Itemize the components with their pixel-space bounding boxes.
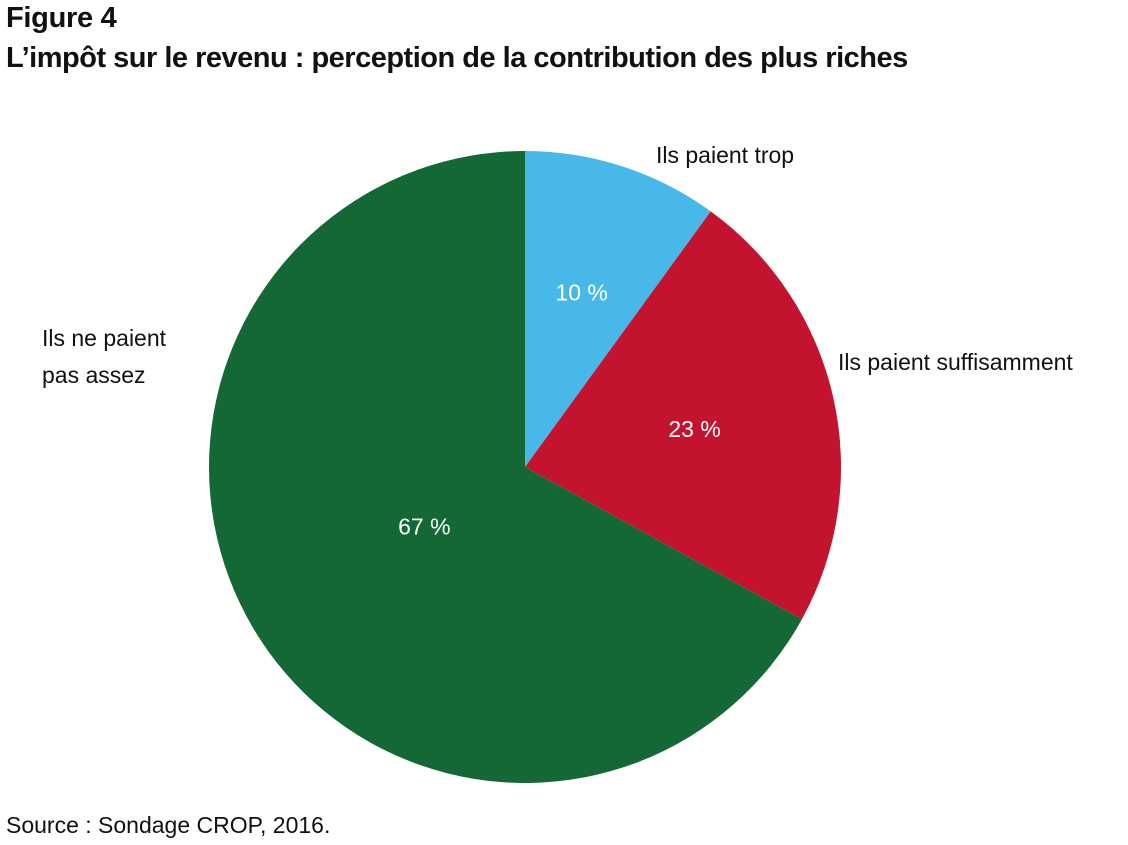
chart-title: L’impôt sur le revenu : perception de la… — [6, 42, 908, 74]
figure-label: Figure 4 — [6, 2, 117, 34]
slice-category-label-line-1: Ils ne paient — [42, 325, 167, 351]
slice-category-label-line-2: pas assez — [42, 362, 146, 388]
slice-value-label-2: 23 % — [668, 416, 720, 442]
pie-value-labels: 10 % 23 % 67 % — [398, 280, 721, 540]
slice-category-label-trop: Ils paient trop — [656, 142, 794, 168]
slice-value-label-3: 67 % — [398, 514, 450, 540]
slice-category-label-suffisamment: Ils paient suffisamment — [838, 349, 1073, 375]
pie-slices — [209, 151, 841, 783]
slice-category-label-pas-assez: Ils ne paient pas assez — [42, 325, 172, 388]
pie-slice-3 — [209, 151, 802, 783]
pie-slice-1 — [525, 151, 711, 467]
source-note: Source : Sondage CROP, 2016. — [6, 812, 331, 838]
slice-value-label-1: 10 % — [555, 280, 607, 306]
pie-slice-2 — [525, 211, 841, 620]
